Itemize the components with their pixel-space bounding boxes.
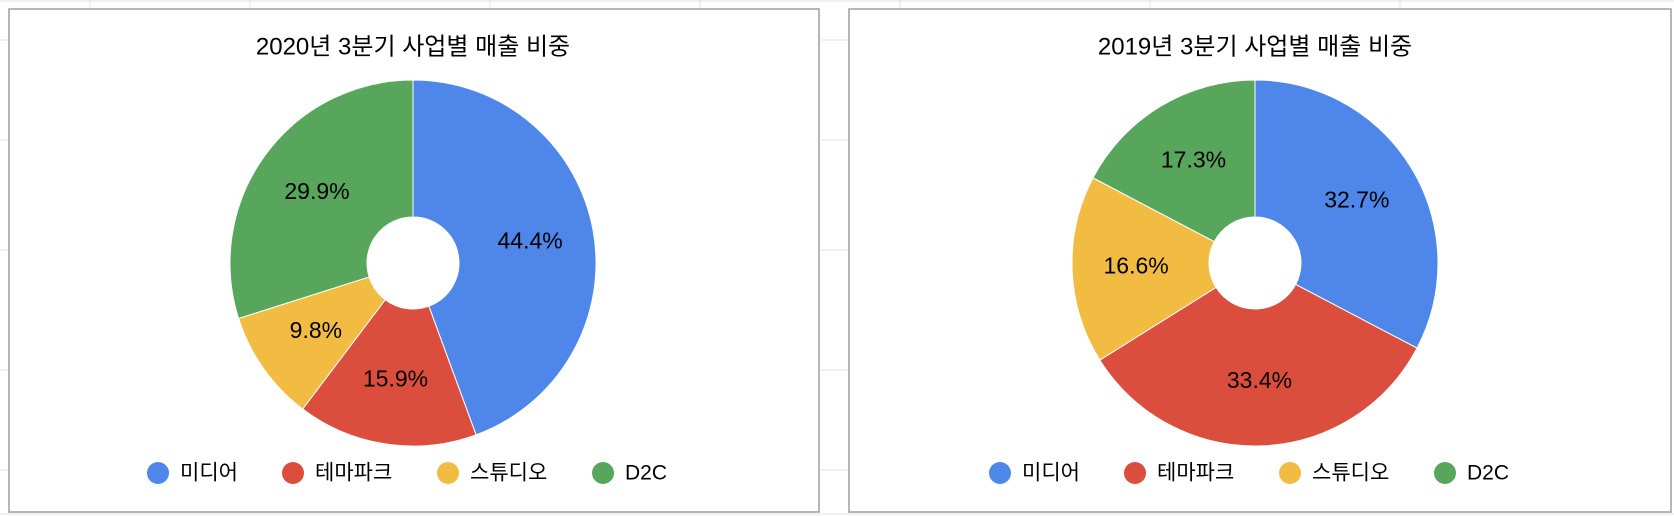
legend-label: 테마파크 <box>1157 462 1234 485</box>
pie-slice <box>1254 79 1439 349</box>
legend-label: 미디어 <box>1022 462 1080 485</box>
pie-slice <box>1071 177 1217 361</box>
legend-swatch <box>147 462 169 484</box>
legend-swatch <box>989 462 1011 484</box>
legend-label: D2C <box>1467 462 1509 485</box>
slice-label: 32.7% <box>1324 187 1389 213</box>
slice-label: 17.3% <box>1161 146 1226 172</box>
slice-label: 9.8% <box>290 317 342 343</box>
pie-slice <box>229 79 414 320</box>
legend-swatch <box>1434 462 1456 484</box>
legend-label: 스튜디오 <box>470 462 547 485</box>
slice-label: 44.4% <box>498 227 563 253</box>
legend-label: 미디어 <box>180 462 238 485</box>
legend-label: 테마파크 <box>315 462 392 485</box>
pie-slice <box>1099 283 1418 447</box>
chart-title: 2020년 3분기 사업별 매출 비중 <box>256 33 570 60</box>
chart: 2019년 3분기 사업별 매출 비중 32.7% 33.4% 16.6% 17.3% 미… <box>848 8 1672 513</box>
legend-swatch <box>1124 462 1146 484</box>
legend-swatch <box>1279 462 1301 484</box>
slice-label: 29.9% <box>284 178 349 204</box>
slice-label: 16.6% <box>1104 253 1169 279</box>
slice-label: 15.9% <box>363 366 428 392</box>
legend-swatch <box>282 462 304 484</box>
chart-title: 2019년 3분기 사업별 매출 비중 <box>1098 33 1412 60</box>
pie-slice <box>301 298 477 447</box>
pie-slice <box>412 79 597 436</box>
legend-label: D2C <box>625 462 667 485</box>
slice-label: 33.4% <box>1227 367 1292 393</box>
legend-swatch <box>437 462 459 484</box>
legend-label: 스튜디오 <box>1312 462 1389 485</box>
pie-slice <box>1092 79 1256 243</box>
chart: 2020년 3분기 사업별 매출 비중 44.4% 15.9% 9.8% 29.9% 미디… <box>8 8 820 513</box>
legend-swatch <box>592 462 614 484</box>
